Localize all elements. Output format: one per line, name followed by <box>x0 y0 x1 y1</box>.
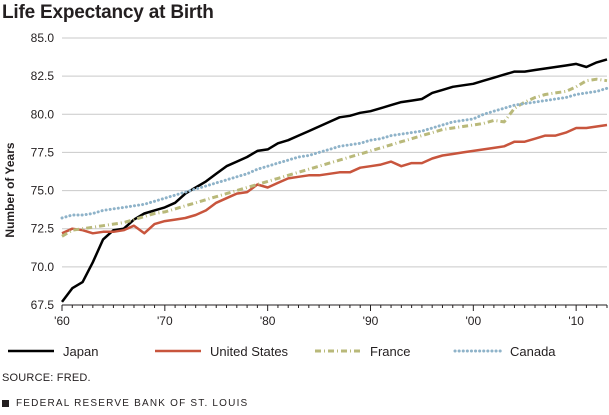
legend: Japan United States France Canada <box>8 344 556 359</box>
footer-square-icon <box>2 400 9 407</box>
y-tick-label: 82.5 <box>31 69 55 83</box>
legend-label-united-states: United States <box>210 344 289 359</box>
x-tick-label: '10 <box>568 314 584 328</box>
series-line-united-states <box>61 123 608 235</box>
x-tick-label: '60 <box>54 314 70 328</box>
legend-label-france: France <box>370 344 410 359</box>
x-tick-label: '70 <box>157 314 173 328</box>
source-note: SOURCE: FRED. <box>2 372 91 384</box>
y-tick-label: 67.5 <box>31 298 55 312</box>
y-tick-label: 85.0 <box>31 31 55 45</box>
legend-label-canada: Canada <box>510 344 556 359</box>
y-tick-label: 72.5 <box>31 222 55 236</box>
y-tick-label: 70.0 <box>31 260 55 274</box>
grid-lines <box>62 37 607 306</box>
footer-text: FEDERAL RESERVE BANK OF ST. LOUIS <box>16 398 249 409</box>
series-lines <box>60 58 609 303</box>
series-line-canada <box>60 86 609 220</box>
series-line-japan <box>61 58 608 303</box>
x-tick-label: '90 <box>363 314 379 328</box>
y-tick-label: 75.0 <box>31 184 55 198</box>
legend-label-japan: Japan <box>63 344 98 359</box>
series-line-france <box>61 77 608 238</box>
line-chart: 67.570.072.575.077.580.082.585.0 '60'70 '… <box>3 31 609 359</box>
footer: FEDERAL RESERVE BANK OF ST. LOUIS <box>2 398 248 409</box>
chart-title: Life Expectancy at Birth <box>2 2 214 23</box>
y-tick-label: 80.0 <box>31 107 55 121</box>
x-tick-label: '80 <box>260 314 276 328</box>
y-axis-label: Number of Years <box>3 142 17 237</box>
x-tick-label: '00 <box>466 314 482 328</box>
y-axis-tick-labels: 67.5 70.0 72.5 75.0 77.5 80.0 82.5 85.0 <box>31 31 55 312</box>
y-tick-label: 77.5 <box>31 145 55 159</box>
x-axis: '60 '70 '80 '90 '00 '10 <box>54 304 608 328</box>
